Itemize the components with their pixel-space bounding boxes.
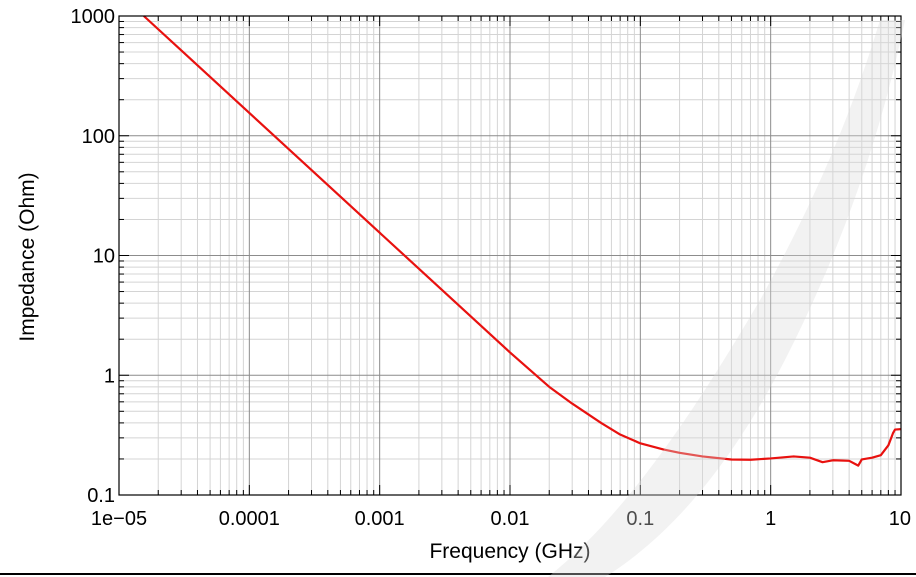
- y-tick-label: 100: [82, 126, 115, 148]
- major-grid: [119, 16, 901, 495]
- y-tick-label: 0.1: [87, 485, 115, 507]
- x-axis-label: Frequency (GHz): [429, 540, 590, 563]
- x-tick-label: 0.1: [626, 508, 654, 530]
- y-axis-tick-labels: 0.1 1 10 100 1000: [71, 6, 116, 507]
- x-tick-label: 0.001: [355, 508, 405, 530]
- impedance-series-line: [143, 15, 902, 467]
- x-tick-label: 1e−05: [91, 508, 147, 530]
- x-axis-tick-labels: 1e−05 0.0001 0.001 0.01 0.1 1 10: [91, 508, 911, 530]
- y-tick-label: 1: [104, 365, 115, 387]
- x-tick-label: 0.0001: [219, 508, 280, 530]
- y-axis-label: Impedance (Ohm): [16, 172, 39, 341]
- x-tick-label: 0.01: [491, 508, 530, 530]
- x-tick-label: 1: [765, 508, 776, 530]
- y-tick-label: 10: [93, 246, 115, 268]
- y-tick-label: 1000: [71, 6, 116, 28]
- x-tick-label: 10: [889, 508, 911, 530]
- plot-area-frame: [118, 15, 902, 496]
